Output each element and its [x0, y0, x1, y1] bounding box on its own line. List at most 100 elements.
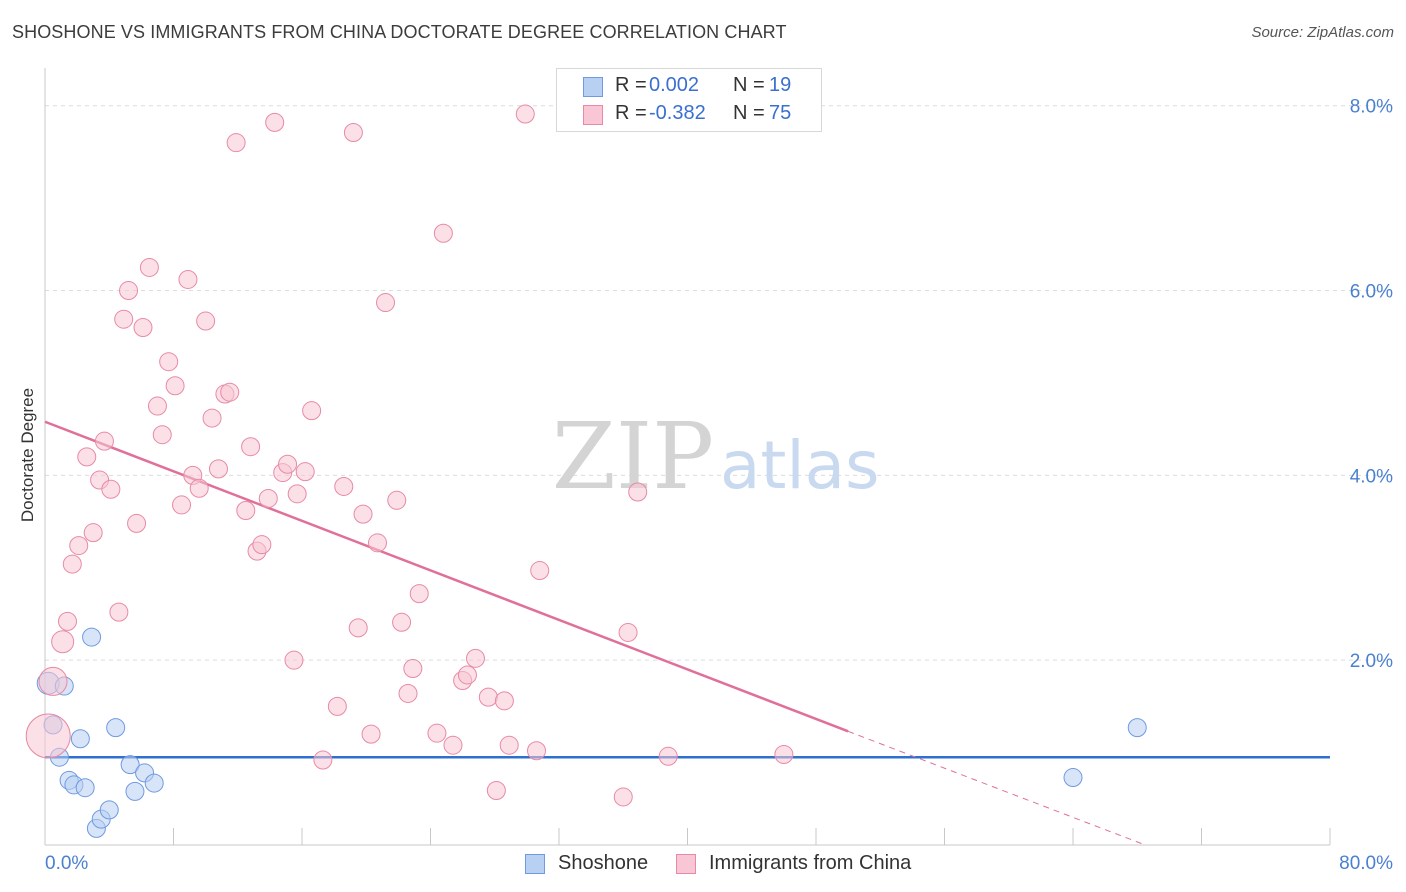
- data-point-china: [327, 696, 347, 716]
- data-point-china: [189, 478, 209, 498]
- data-point-china: [94, 431, 114, 451]
- r-value: 0.002: [649, 74, 700, 96]
- data-point-china: [284, 650, 304, 670]
- data-point-china: [83, 523, 103, 543]
- data-point-shoshone: [1127, 718, 1147, 738]
- data-point-china: [486, 780, 506, 800]
- data-point-china: [618, 622, 638, 642]
- data-point-shoshone: [1063, 768, 1083, 788]
- data-point-china: [109, 602, 129, 622]
- data-point-china: [133, 318, 153, 338]
- r-value: -0.382: [649, 102, 706, 124]
- n-label: N =: [733, 74, 765, 96]
- data-point-china: [334, 476, 354, 496]
- data-point-china: [367, 533, 387, 553]
- n-value: 19: [769, 74, 792, 96]
- trend-line-extension: [847, 730, 1146, 846]
- trend-lines: [44, 420, 1330, 846]
- data-point-china: [226, 133, 246, 153]
- data-point-china: [313, 750, 333, 770]
- data-point-china: [613, 787, 633, 807]
- data-point-shoshone: [99, 800, 119, 820]
- data-point-china: [38, 666, 68, 696]
- data-point-china: [403, 658, 423, 678]
- data-point-china: [353, 504, 373, 524]
- data-point-china: [25, 713, 71, 759]
- data-point-shoshone: [82, 627, 102, 647]
- data-point-china: [178, 269, 198, 289]
- data-point-china: [57, 611, 77, 631]
- y-tick-label: 8.0%: [1350, 97, 1393, 118]
- r-label: R =: [615, 102, 647, 124]
- data-point-shoshone: [75, 778, 95, 798]
- data-point-china: [376, 293, 396, 313]
- data-point-shoshone: [144, 773, 164, 793]
- data-point-china: [348, 618, 368, 638]
- watermark: ZIP atlas: [552, 403, 880, 510]
- y-axis-label: Doctorate Degree: [18, 388, 37, 522]
- data-point-china: [147, 396, 167, 416]
- data-point-china: [159, 352, 179, 372]
- x-tick-label: 80.0%: [1339, 853, 1393, 874]
- r-label: R =: [615, 74, 647, 96]
- data-point-china: [295, 462, 315, 482]
- n-label: N =: [733, 102, 765, 124]
- data-point-china: [241, 437, 261, 457]
- data-point-china: [258, 488, 278, 508]
- x-tick-label: 0.0%: [45, 853, 88, 874]
- data-point-china: [51, 630, 75, 654]
- data-point-china: [343, 123, 363, 143]
- data-point-china: [433, 223, 453, 243]
- data-point-china: [172, 495, 192, 515]
- data-point-china: [527, 741, 547, 761]
- data-point-china: [628, 482, 648, 502]
- data-point-china: [152, 425, 172, 445]
- shoshone-swatch: [525, 854, 545, 874]
- data-point-china: [127, 513, 147, 533]
- data-point-shoshone: [120, 755, 140, 775]
- data-point-china: [530, 561, 550, 581]
- watermark-atlas: atlas: [720, 427, 880, 504]
- data-point-china: [515, 104, 535, 124]
- data-point-china: [443, 735, 463, 755]
- data-point-china: [774, 744, 794, 764]
- data-point-china: [196, 311, 216, 331]
- data-point-china: [252, 535, 272, 555]
- data-point-china: [302, 401, 322, 421]
- legend-label: Shoshone: [558, 852, 649, 874]
- data-point-shoshone: [125, 781, 145, 801]
- data-point-china: [69, 536, 89, 556]
- china-swatch: [583, 105, 603, 125]
- stats-legend: R = 0.002 N = 19 R = -0.382 N = 75: [556, 68, 822, 132]
- y-tick-label: 2.0%: [1350, 651, 1393, 672]
- data-point-china: [202, 408, 222, 428]
- data-point-china: [499, 735, 519, 755]
- y-tick-label: 4.0%: [1350, 466, 1393, 487]
- china-swatch: [676, 854, 696, 874]
- data-point-shoshone: [70, 729, 90, 749]
- data-point-china: [62, 554, 82, 574]
- data-point-china: [77, 447, 97, 467]
- data-points: [25, 104, 1147, 838]
- grid-lines: [45, 105, 1390, 661]
- data-point-china: [208, 459, 228, 479]
- data-point-china: [139, 257, 159, 277]
- data-point-china: [465, 648, 485, 668]
- source-label: Source: ZipAtlas.com: [1251, 24, 1394, 41]
- data-point-china: [457, 665, 477, 685]
- data-point-china: [494, 691, 514, 711]
- trend-line-china: [44, 420, 849, 733]
- chart-title: SHOSHONE VS IMMIGRANTS FROM CHINA DOCTOR…: [12, 22, 787, 42]
- data-point-china: [392, 612, 412, 632]
- data-point-china: [658, 746, 678, 766]
- y-tick-label: 6.0%: [1350, 282, 1393, 303]
- data-point-china: [265, 112, 285, 132]
- data-point-china: [287, 484, 307, 504]
- data-point-china: [220, 382, 240, 402]
- data-point-china: [165, 376, 185, 396]
- n-value: 75: [769, 102, 792, 124]
- data-point-china: [361, 724, 381, 744]
- data-point-china: [101, 479, 121, 499]
- data-point-china: [278, 454, 298, 474]
